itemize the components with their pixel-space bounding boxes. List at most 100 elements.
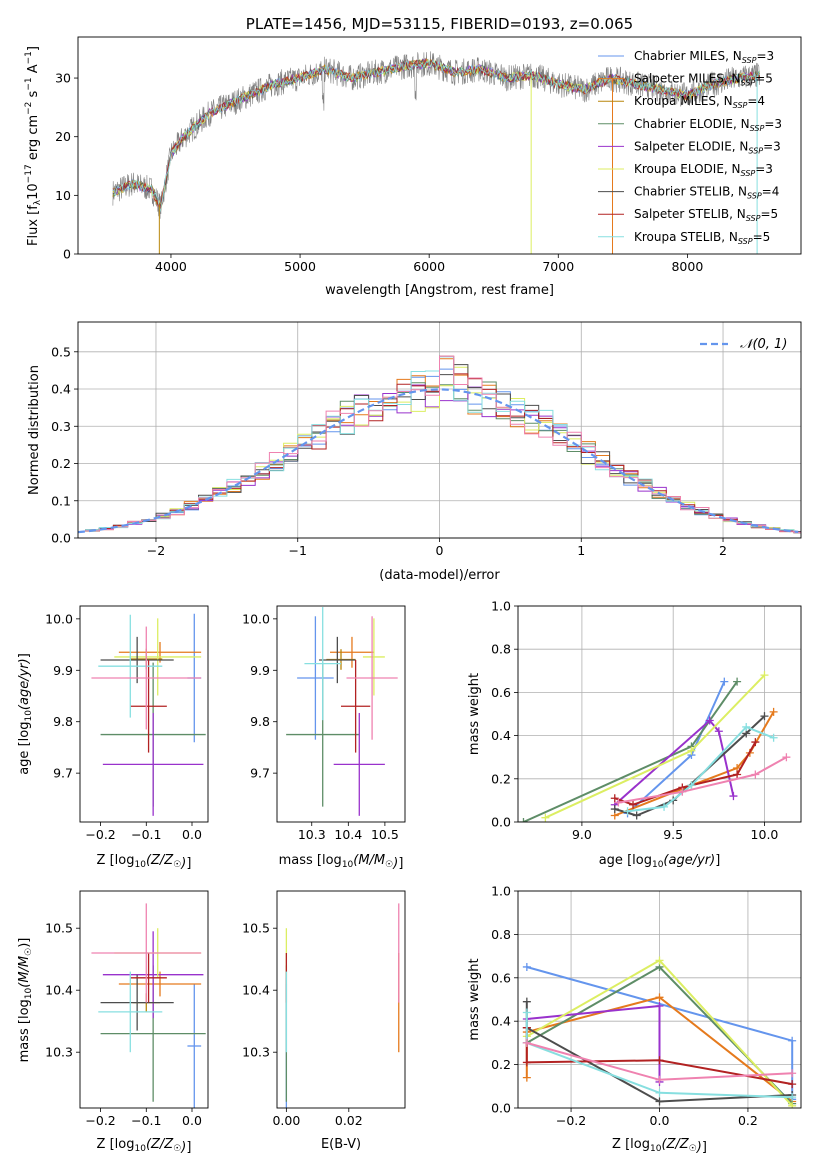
weight-marker: [729, 792, 738, 801]
weight-marker: [742, 722, 751, 731]
y-tick-label: 10.4: [242, 983, 270, 998]
mass-vs-Z-frame: −0.2 −0.1 0.0 10.3 10.4 10.5 Z [log10(Z/Z☉)]: [45, 890, 209, 1155]
weight-marker: [760, 671, 769, 680]
weight-series: [519, 677, 742, 822]
x-tick-label: −0.2: [85, 827, 115, 842]
weight-marker: [610, 805, 619, 814]
y-tick-label: 0.6: [491, 685, 511, 700]
y-tick-label: 10.5: [45, 921, 73, 936]
axes-frame: [77, 36, 802, 255]
chart-title: PLATE=1456, MJD=53115, FIBERID=0193, z=0…: [246, 15, 633, 33]
histogram-step-line: [85, 356, 801, 534]
x-tick-label: 0.0: [182, 1113, 202, 1128]
weight-marker: [788, 1069, 797, 1078]
weight-marker: [733, 677, 742, 686]
legend-entry: Salpeter ELODIE, NSSP=3: [634, 139, 781, 155]
weight-marker: [733, 770, 742, 779]
weight-marker: [687, 746, 696, 755]
errorbar-point: [98, 971, 163, 1053]
legend-entry: Salpeter STELIB, NSSP=5: [634, 207, 778, 223]
x-tick-label: 8000: [671, 259, 703, 274]
x-tick-label: 0.0: [650, 1113, 670, 1128]
weight-marker: [660, 802, 669, 811]
y-tick-label: 0.5: [51, 344, 71, 359]
y-axis-label: mass [log10(M/M☉)]: [17, 938, 34, 1063]
weight-series: [541, 671, 769, 822]
y-tick-label: 0.1: [51, 493, 71, 508]
spectrum-plot-area: [112, 51, 761, 254]
weight-series: [623, 722, 778, 816]
y-tick-label: 0: [63, 247, 71, 262]
errorbar-point: [346, 616, 398, 740]
y-tick-label: 0.4: [491, 1014, 511, 1029]
y-tick-label: 0.8: [491, 642, 511, 657]
weight-marker: [623, 807, 632, 816]
age-vs-Z-frame: −0.2 −0.1 0.0 9.7 9.8 9.9 10.0 Z [log10(Z/Z☉)]: [45, 605, 209, 871]
x-tick-label: −1: [289, 543, 307, 558]
y-tick-label: 30: [55, 71, 71, 86]
y-tick-label: 10.5: [242, 921, 270, 936]
weight-vs-age-axes: 9.0 9.5 10.0 0.0 0.2 0.4 0.6 0.8 1.0 age [log10(a…: [467, 599, 802, 870]
y-axis-label: age [log10(age/yr)]: [17, 653, 34, 775]
errorbar-point: [333, 712, 385, 816]
errorbar-point: [91, 903, 202, 1003]
weight-marker: [655, 956, 664, 965]
x-tick-label: 1: [577, 543, 585, 558]
weight-marker: [705, 716, 714, 725]
errorbar-point: [118, 971, 202, 997]
errorbar-point: [98, 614, 163, 718]
y-tick-label: 0.0: [51, 531, 71, 546]
mass-vs-ebv-frame: 0.00 0.02 10.3 10.4 10.5 E(B-V): [242, 890, 406, 1152]
y-axis-label: Normed distribution: [27, 365, 42, 495]
mass-vs-ebv-plot-area: [285, 903, 400, 1108]
x-axis-label: mass [log10(M/M☉)]: [279, 853, 404, 871]
age-vs-Z-axes: −0.2 −0.1 0.0 9.7 9.8 9.9 10.0 Z [log10(Z/Z☉)]: [45, 605, 209, 871]
weight-line: [618, 756, 787, 804]
histogram-step-line: [85, 384, 801, 533]
weight-marker: [522, 1073, 531, 1082]
weight-marker: [632, 811, 641, 820]
weight-marker: [522, 997, 531, 1006]
weight-marker: [522, 1008, 531, 1017]
y-tick-label: 20: [55, 129, 71, 144]
model-spectrum-line: [112, 59, 761, 213]
weight-marker: [519, 818, 528, 822]
x-tick-label: 0.00: [272, 1113, 300, 1128]
x-axis-label: E(B-V): [321, 1137, 361, 1152]
errorbar-point: [341, 660, 371, 753]
age-vs-mass-axes: 10.3 10.4 10.5 9.7 9.8 9.9 10.0 mass [log10(M/M…: [242, 605, 406, 871]
weight-series: [614, 753, 791, 807]
axes-frame: [276, 605, 406, 823]
legend-entry: Chabrier ELODIE, NSSP=3: [634, 117, 782, 133]
weight-line: [614, 741, 757, 806]
y-tick-label: 10.4: [45, 983, 73, 998]
weight-series: [610, 716, 738, 809]
weight-marker: [782, 753, 791, 762]
y-tick-label: 10.0: [242, 611, 270, 626]
weight-marker: [655, 1002, 664, 1011]
x-axis-label: (data-model)/error: [379, 568, 500, 583]
y-tick-label: 10: [55, 188, 71, 203]
weight-marker: [655, 1097, 664, 1106]
x-axis-label: Z [log10(Z/Z☉)]: [97, 853, 192, 871]
weight-marker: [788, 1080, 797, 1089]
y-tick-label: 0.6: [491, 970, 511, 985]
weight-marker: [522, 1038, 531, 1047]
spectrum-frame: 4000 5000 6000 7000 8000 0 10 20 30 PLATE=1456, M…: [24, 15, 802, 298]
errorbar-point: [130, 660, 167, 753]
x-tick-label: 9.0: [572, 827, 592, 842]
weight-line: [526, 1004, 661, 1082]
axes-frame: [79, 890, 209, 1109]
weight-vs-Z-frame: −0.2 0.0 0.2 0.0 0.2 0.4 0.6 0.8 1.0 Z [log10(Z/Z…: [467, 884, 802, 1155]
weight-marker: [788, 1101, 797, 1108]
histogram-step-line: [85, 355, 801, 533]
weight-marker: [760, 712, 769, 721]
weight-marker: [678, 787, 687, 796]
weight-marker: [720, 677, 729, 686]
x-tick-label: 10.5: [371, 827, 399, 842]
y-tick-label: 0.2: [491, 771, 511, 786]
x-tick-label: 5000: [284, 259, 316, 274]
errorbar-point: [102, 931, 204, 1019]
axes-frame: [79, 605, 209, 823]
spectrum-legend: Chabrier MILES, NSSP=3 Salpeter MILES, NS…: [598, 49, 782, 246]
